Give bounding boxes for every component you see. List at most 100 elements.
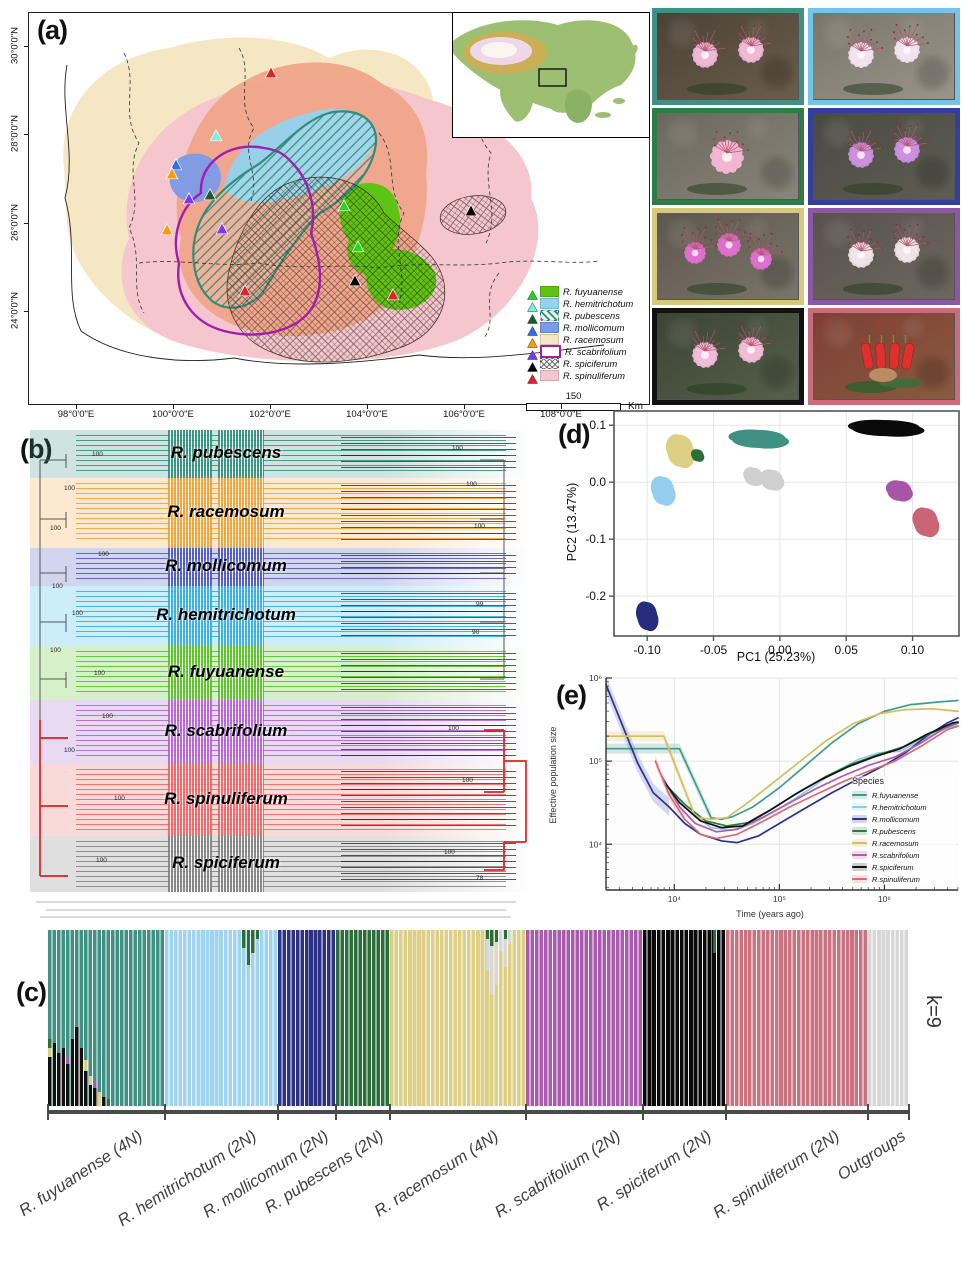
svg-text:-0.2: -0.2 (585, 589, 606, 603)
tree-species-label: R. hemitrichotum (156, 605, 296, 624)
svg-text:0.1: 0.1 (589, 418, 606, 432)
demography-line-R-racemosum (605, 707, 959, 821)
demography-legend-item: R.racemosum (852, 837, 956, 849)
svg-text:10⁶: 10⁶ (589, 673, 602, 683)
svg-text:0.05: 0.05 (835, 643, 859, 657)
demography-line-R-fuyuanense (605, 699, 959, 821)
pca-cluster (743, 467, 764, 487)
flower-photo (652, 8, 804, 105)
phylogeny-bands: R. pubescens R. racemosum R. mollicomum R. … (30, 430, 532, 892)
map-legend-item: R. racemosum (527, 334, 645, 348)
flower-photo (808, 108, 960, 205)
demography-legend-item: R.mollicomum (852, 813, 956, 825)
map-canvas (63, 37, 605, 365)
tree-species-label: R. spiciferum (172, 853, 280, 872)
demography-legend-item: R.scabrifolium (852, 849, 956, 861)
triangle-r-spiciferum (348, 274, 362, 287)
tree-band: R. racemosum (30, 478, 532, 548)
flower-photo (652, 208, 804, 305)
demography-line-R-scabrifolium (660, 722, 959, 833)
svg-text:10⁵: 10⁵ (773, 894, 786, 904)
demography-legend-item: R.spinuliferum (852, 873, 956, 885)
svg-text:-0.05: -0.05 (700, 643, 728, 657)
tree-band: R. spiciferum (30, 836, 532, 892)
map-x-tick: 108°0'0"E (540, 409, 582, 420)
admixture-axis-line (48, 1110, 909, 1114)
panel-d-pca: (d) -0.10 -0.05 0.00 0.05 0.10 0.1 0.0 -0.1 -0.2… (530, 403, 962, 666)
demography-legend-item: R.fuyuanense (852, 789, 956, 801)
demography-legend: Species R.fuyuanense R.hemitrichotum R.mol… (852, 776, 956, 885)
panel-a-map-section: R. fuyuanense R. hemitrichotum R. pubescen… (0, 0, 962, 420)
sample-site-triangles (160, 66, 478, 301)
pca-cluster (690, 449, 705, 462)
tree-species-label: R. spinuliferum (164, 789, 288, 808)
tree-species-label: R. mollicomum (165, 556, 287, 575)
map-x-tick: 104°0'0"E (346, 409, 388, 420)
legend-swatch (540, 310, 559, 322)
admixture-segment-r-spiciferum-2n- (643, 930, 726, 1106)
legend-label: R. scabrifolium (565, 346, 627, 357)
map-x-tick: 100°0'0"E (152, 409, 194, 420)
tree-species-label: R. fuyuanense (167, 662, 285, 681)
legend-swatch (540, 334, 559, 346)
pca-cluster (728, 429, 790, 449)
demography-legend-item: R.hemitrichotum (852, 801, 956, 813)
scale-value: 150 (565, 391, 582, 402)
demography-legend-item: R.pubescens (852, 825, 956, 837)
distribution-map: R. fuyuanense R. hemitrichotum R. pubescen… (10, 12, 650, 420)
map-legend-item: R. fuyuanense (527, 286, 645, 300)
svg-text:10⁶: 10⁶ (878, 894, 891, 904)
map-legend: R. fuyuanense R. hemitrichotum R. pubescen… (527, 286, 645, 384)
pca-y-axis-label: PC2 (13.47%) (565, 482, 579, 562)
tree-band: R. mollicomum (30, 548, 532, 586)
panel-d-label: (d) (558, 419, 591, 449)
map-scale-bar: 150 Km (526, 391, 643, 412)
legend-triangle-icon (527, 323, 538, 336)
triangle-r-spinuliferum (264, 66, 278, 79)
panel-b-phylogeny: (b) R. pubescens R. racemosum R. mollicomu… (6, 424, 534, 929)
legend-triangle-icon (527, 299, 538, 312)
map-legend-item: R. scabrifolium (527, 345, 645, 360)
pca-cluster (650, 476, 676, 506)
k-value-label: k=9 (921, 995, 944, 1028)
legend-triangle-icon (527, 359, 538, 372)
map-legend-item: R. mollicomum (527, 322, 645, 336)
demography-line-R-mollicomum (605, 683, 959, 844)
map-legend-item: R. spinuliferum (527, 370, 645, 384)
legend-label: R. fuyuanense (563, 286, 623, 297)
svg-text:0.0: 0.0 (589, 475, 606, 489)
triangle-r-mollicomum (169, 158, 183, 171)
triangle-r-spinuliferum (238, 284, 252, 297)
pca-x-axis-label: PC1 (25.23%) (736, 650, 816, 664)
panel-c-structure: (c) R. fuyuanense (4N) R. hemitrichotum (… (0, 925, 962, 1230)
tree-band: R. fuyuanense (30, 646, 532, 700)
flower-photo (652, 308, 804, 405)
tree-species-label: R. racemosum (167, 502, 285, 521)
svg-text:-0.1: -0.1 (585, 532, 606, 546)
admixture-segment-outgroups (868, 930, 909, 1106)
map-y-tick: 28°0'0"N (9, 115, 21, 152)
panel-c-label: (c) (16, 977, 47, 1007)
demography-y-axis-label: Effective population size (548, 726, 558, 824)
pca-cluster (912, 507, 940, 538)
tree-band: R. hemitrichotum (30, 586, 532, 646)
panel-e-demography: (e) 10⁴ 10⁵ 10⁶ 10⁶ 10⁵ 10⁴ Effective populat… (530, 666, 962, 928)
legend-triangle-icon (527, 347, 538, 360)
demography-x-axis-label: Time (years ago) (736, 909, 804, 919)
admixture-segment-r-spinuliferum-2n- (726, 930, 868, 1106)
svg-text:10⁵: 10⁵ (589, 756, 602, 766)
flower-photo (808, 208, 960, 305)
demography-legend-title: Species (852, 776, 885, 786)
admixture-segment-r-hemitrichotum-2n- (165, 930, 278, 1106)
country-border (64, 64, 605, 365)
admixture-segment-r-pubescens-2n- (336, 930, 390, 1106)
range-scabrifolium (174, 145, 322, 336)
admixture-segment-r-scabrifolium-2n- (526, 930, 643, 1106)
triangle-r-spinuliferum (386, 288, 400, 301)
map-x-tick: 102°0'0"E (249, 409, 291, 420)
legend-label: R. racemosum (563, 334, 624, 345)
legend-label: R. spiciferum (563, 358, 618, 369)
inset-overview-map (452, 12, 650, 138)
pca-cluster (885, 480, 913, 502)
triangle-r-scabrifolium (215, 222, 229, 235)
